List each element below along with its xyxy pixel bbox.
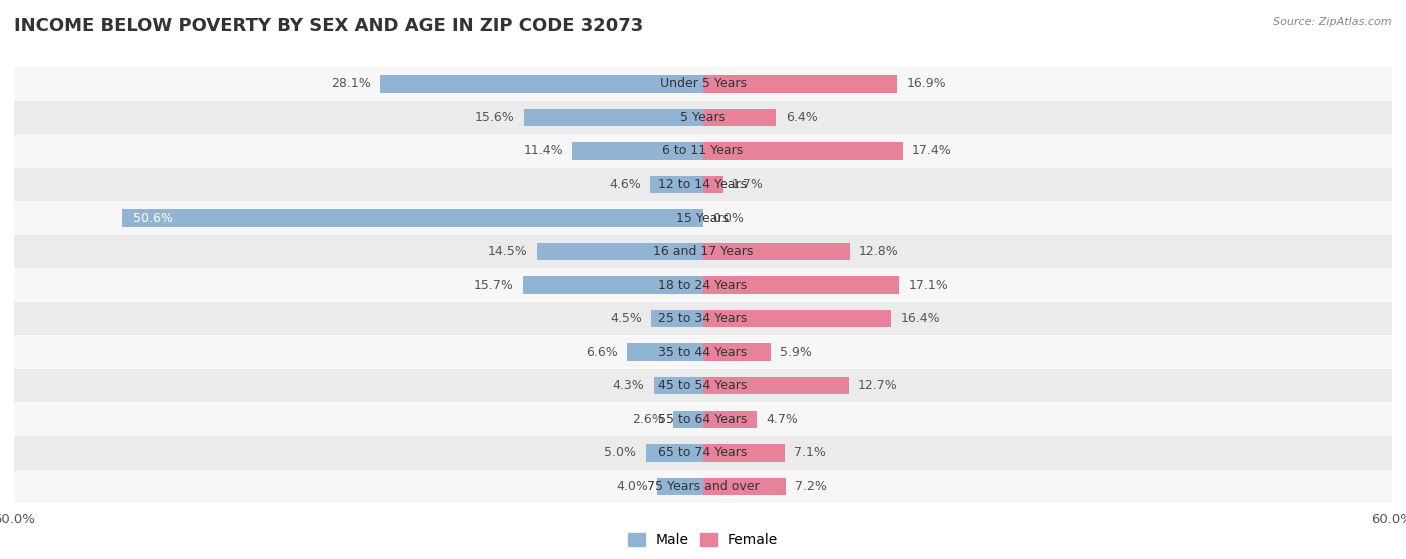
Text: 12.8%: 12.8%: [859, 245, 898, 258]
Text: 4.3%: 4.3%: [613, 379, 644, 392]
Bar: [673, 410, 703, 428]
Text: 7.1%: 7.1%: [794, 446, 825, 459]
Bar: [524, 108, 703, 126]
Bar: [523, 276, 703, 294]
Bar: [14, 168, 1392, 201]
Bar: [14, 436, 1392, 470]
Text: Under 5 Years: Under 5 Years: [659, 77, 747, 91]
Bar: [703, 142, 903, 160]
Bar: [14, 470, 1392, 503]
Bar: [14, 268, 1392, 302]
Text: 17.1%: 17.1%: [908, 278, 948, 292]
Text: 35 to 44 Years: 35 to 44 Years: [658, 345, 748, 359]
Bar: [703, 444, 785, 462]
Text: 4.6%: 4.6%: [609, 178, 641, 191]
Text: 15.7%: 15.7%: [474, 278, 513, 292]
Text: 50.6%: 50.6%: [134, 211, 173, 225]
Bar: [703, 343, 770, 361]
Bar: [645, 444, 703, 462]
Text: 2.6%: 2.6%: [633, 413, 664, 426]
Text: 12.7%: 12.7%: [858, 379, 898, 392]
Text: 15 Years: 15 Years: [676, 211, 730, 225]
Text: 18 to 24 Years: 18 to 24 Years: [658, 278, 748, 292]
Text: 12 to 14 Years: 12 to 14 Years: [658, 178, 748, 191]
Text: 4.5%: 4.5%: [610, 312, 643, 325]
Text: 6.6%: 6.6%: [586, 345, 619, 359]
Bar: [650, 176, 703, 193]
Text: Source: ZipAtlas.com: Source: ZipAtlas.com: [1274, 17, 1392, 27]
Bar: [703, 310, 891, 328]
Text: 28.1%: 28.1%: [332, 77, 371, 91]
Bar: [537, 243, 703, 260]
Bar: [654, 377, 703, 395]
Bar: [572, 142, 703, 160]
Bar: [627, 343, 703, 361]
Text: 11.4%: 11.4%: [523, 144, 562, 158]
Bar: [14, 302, 1392, 335]
Text: 55 to 64 Years: 55 to 64 Years: [658, 413, 748, 426]
Bar: [14, 101, 1392, 134]
Text: 75 Years and over: 75 Years and over: [647, 480, 759, 493]
Text: 4.0%: 4.0%: [616, 480, 648, 493]
Bar: [14, 369, 1392, 402]
Bar: [703, 176, 723, 193]
Bar: [703, 75, 897, 93]
Bar: [14, 201, 1392, 235]
Bar: [703, 377, 849, 395]
Bar: [657, 477, 703, 495]
Text: 17.4%: 17.4%: [912, 144, 952, 158]
Bar: [703, 477, 786, 495]
Text: 45 to 54 Years: 45 to 54 Years: [658, 379, 748, 392]
Text: 25 to 34 Years: 25 to 34 Years: [658, 312, 748, 325]
Bar: [14, 335, 1392, 369]
Text: 6 to 11 Years: 6 to 11 Years: [662, 144, 744, 158]
Bar: [14, 402, 1392, 436]
Text: 5 Years: 5 Years: [681, 111, 725, 124]
Text: 14.5%: 14.5%: [488, 245, 527, 258]
Bar: [122, 209, 703, 227]
Bar: [703, 410, 756, 428]
Bar: [381, 75, 703, 93]
Text: 0.0%: 0.0%: [713, 211, 744, 225]
Text: 15.6%: 15.6%: [475, 111, 515, 124]
Bar: [14, 235, 1392, 268]
Bar: [651, 310, 703, 328]
Bar: [703, 108, 776, 126]
Text: 4.7%: 4.7%: [766, 413, 799, 426]
Bar: [14, 134, 1392, 168]
Text: 16.9%: 16.9%: [907, 77, 946, 91]
Text: 5.0%: 5.0%: [605, 446, 637, 459]
Text: 16 and 17 Years: 16 and 17 Years: [652, 245, 754, 258]
Bar: [14, 67, 1392, 101]
Text: 7.2%: 7.2%: [794, 480, 827, 493]
Legend: Male, Female: Male, Female: [623, 528, 783, 553]
Text: 65 to 74 Years: 65 to 74 Years: [658, 446, 748, 459]
Text: INCOME BELOW POVERTY BY SEX AND AGE IN ZIP CODE 32073: INCOME BELOW POVERTY BY SEX AND AGE IN Z…: [14, 17, 644, 35]
Bar: [703, 276, 900, 294]
Text: 1.7%: 1.7%: [731, 178, 763, 191]
Text: 16.4%: 16.4%: [900, 312, 941, 325]
Text: 6.4%: 6.4%: [786, 111, 817, 124]
Text: 5.9%: 5.9%: [780, 345, 811, 359]
Bar: [703, 243, 851, 260]
